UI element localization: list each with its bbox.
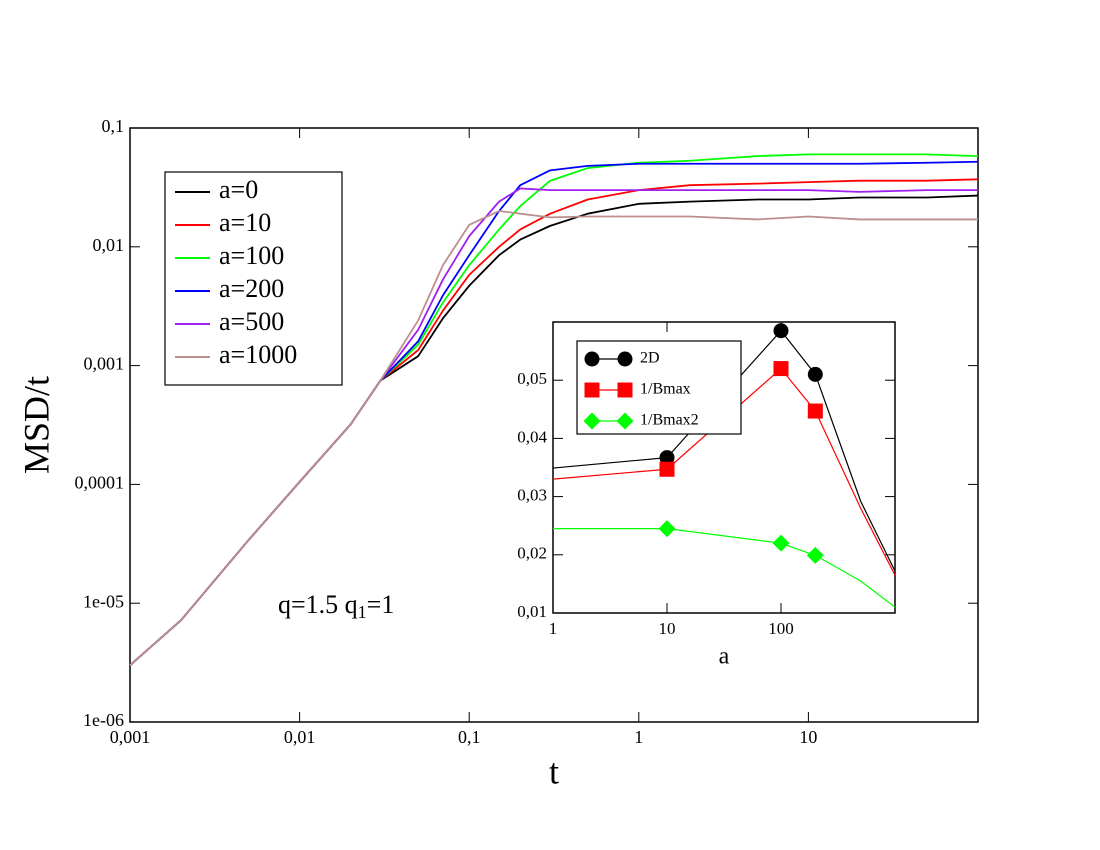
- x-axis-label: t: [549, 751, 559, 791]
- marker: [584, 351, 600, 367]
- legend-label: 2D: [640, 350, 660, 367]
- x-axis-label: a: [719, 644, 730, 670]
- y-tick-label: 0,03: [517, 486, 547, 505]
- legend-label: a=0: [219, 175, 258, 204]
- marker: [807, 366, 823, 382]
- series-line: [552, 330, 896, 572]
- y-tick-label: 0,05: [517, 369, 547, 388]
- annotation: q=1.5 q1=1: [278, 590, 394, 622]
- y-tick-label: 0,01: [93, 235, 125, 255]
- series-line: [129, 210, 978, 666]
- marker: [773, 361, 789, 377]
- x-tick-label: 100: [768, 619, 794, 638]
- x-tick-label: 10: [659, 619, 676, 638]
- x-tick-label: 0,1: [458, 727, 481, 747]
- x-tick-label: 0,01: [284, 727, 316, 747]
- y-axis-label: MSD/t: [16, 376, 56, 474]
- annotation-part: =1: [367, 590, 395, 619]
- marker: [616, 412, 634, 430]
- x-tick-label: 1: [634, 727, 643, 747]
- series-line: [552, 367, 896, 576]
- series-line: [553, 528, 896, 608]
- marker: [583, 412, 601, 430]
- marker: [617, 351, 633, 367]
- x-tick-label: 1: [549, 619, 558, 638]
- legend-label: a=500: [219, 307, 284, 336]
- annotation-part: 1: [358, 602, 367, 622]
- legend-label: a=100: [219, 241, 284, 270]
- legend-box: [576, 340, 742, 435]
- annotation-part: q=1.5 q: [278, 590, 358, 619]
- marker: [772, 534, 790, 552]
- marker: [658, 520, 676, 538]
- y-tick-label: 0,1: [102, 116, 125, 136]
- marker: [773, 323, 789, 339]
- legend-box: [164, 171, 343, 386]
- marker: [806, 546, 824, 564]
- marker: [659, 450, 675, 466]
- y-tick-label: 1e-05: [83, 591, 124, 611]
- y-tick-label: 0,04: [517, 427, 547, 446]
- legend-label: a=200: [219, 274, 284, 303]
- y-tick-label: 0,001: [84, 354, 125, 374]
- y-tick-label: 0,02: [517, 544, 547, 563]
- y-tick-label: 0,0001: [75, 473, 125, 493]
- marker: [659, 461, 675, 477]
- y-tick-label: 0,01: [517, 602, 547, 621]
- legend-label: a=10: [219, 208, 271, 237]
- marker: [807, 403, 823, 419]
- y-tick-label: 1e-06: [83, 710, 124, 730]
- marker: [617, 382, 633, 398]
- legend-label: 1/Bmax: [640, 381, 691, 398]
- x-tick-label: 0,001: [110, 727, 151, 747]
- legend-label: 1/Bmax2: [640, 412, 699, 429]
- legend-label: a=1000: [219, 340, 297, 369]
- x-tick-label: 10: [799, 727, 817, 747]
- marker: [584, 382, 600, 398]
